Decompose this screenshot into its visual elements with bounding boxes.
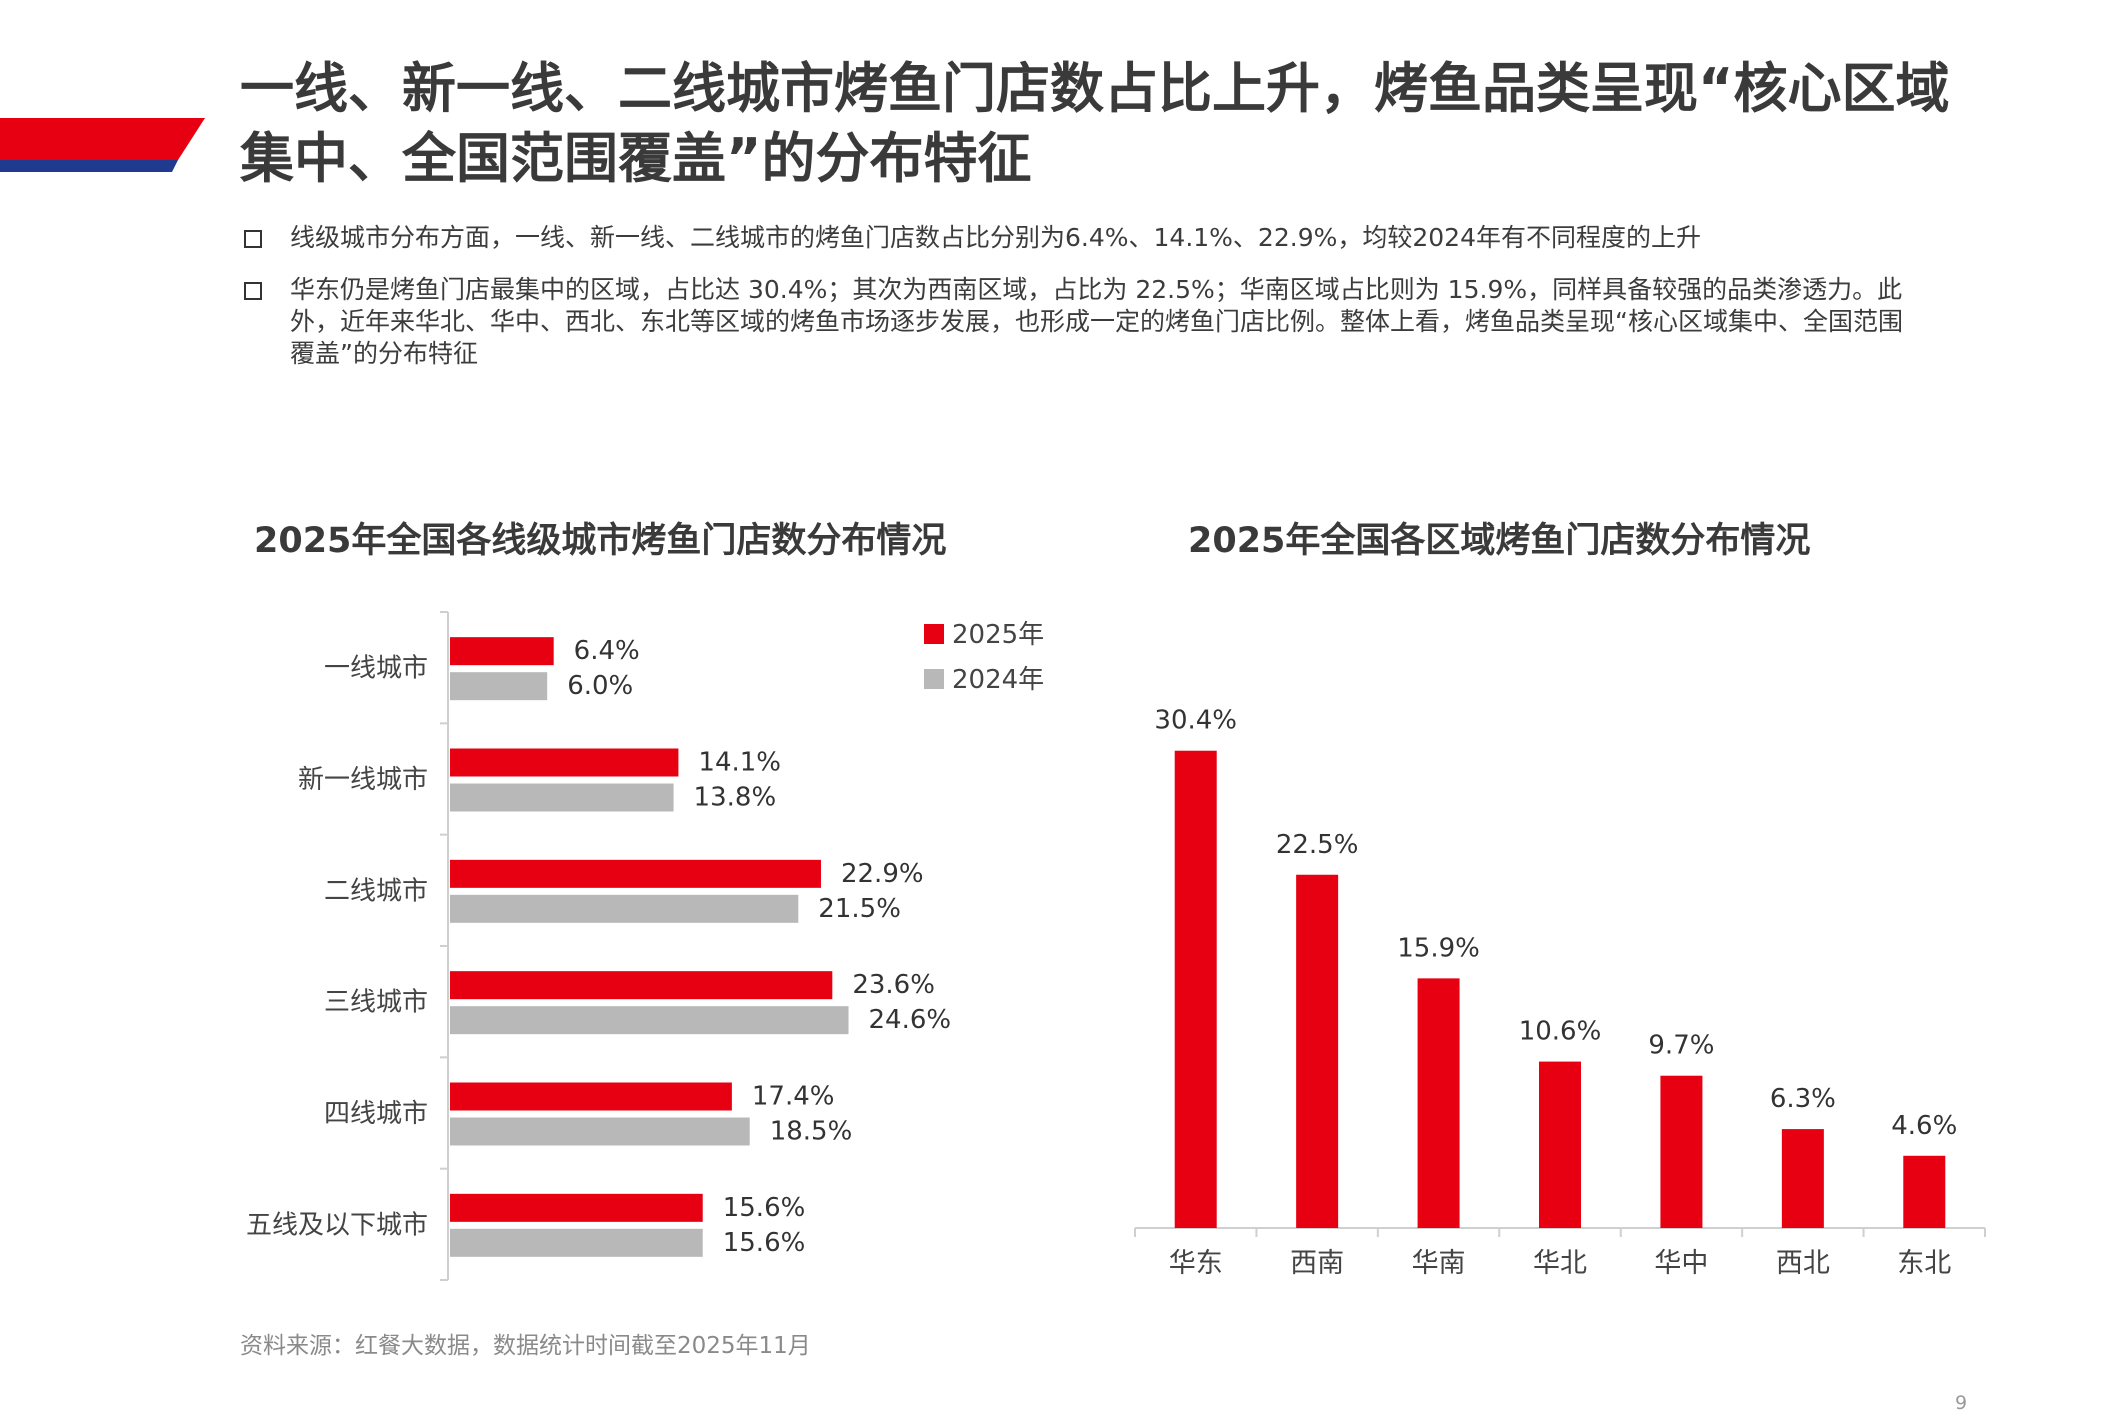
- bar-2025: [450, 1082, 732, 1111]
- region-bar-chart: 30.4% 华东 22.5% 西南 15.9% 华南 10.6% 华北 9.7% 华中 6.3% 西北…: [1134, 706, 1986, 1279]
- page-title: 一线、新一线、二线城市烤鱼门店数占比上升，烤鱼品类呈现“核心区域集中、全国范围覆…: [240, 57, 1950, 190]
- region-bar: [1660, 1075, 1703, 1228]
- legend-label: 2024年: [952, 665, 1044, 695]
- bar-value-label: 21.5%: [818, 894, 901, 924]
- bullet-list: 线级城市分布方面，一线、新一线、二线城市的烤鱼门店数占比分别为6.4%、14.1…: [244, 222, 1924, 390]
- bullet-item: 华东仍是烤鱼门店最集中的区域，占比达 30.4%；其次为西南区域，占比为 22.…: [244, 274, 1924, 370]
- bar-2025: [450, 859, 821, 888]
- region-bar: [1781, 1129, 1824, 1228]
- bar-2025: [450, 748, 679, 777]
- bar-value-label: 6.3%: [1770, 1084, 1836, 1114]
- bar-value-label: 10.6%: [1519, 1017, 1602, 1047]
- header-accent-stripe: [0, 118, 205, 172]
- bar-2024: [450, 1006, 849, 1035]
- bar-2024: [450, 783, 674, 812]
- category-label: 华中: [1654, 1248, 1708, 1279]
- bar-value-label: 14.1%: [698, 748, 781, 778]
- category-label: 二线城市: [324, 876, 428, 906]
- region-bar: [1417, 978, 1460, 1228]
- bar-value-label: 18.5%: [770, 1117, 853, 1147]
- bar-value-label: 17.4%: [752, 1082, 835, 1112]
- bar-value-label: 24.6%: [869, 1005, 952, 1035]
- category-label: 西南: [1290, 1248, 1344, 1279]
- category-label: 华东: [1169, 1248, 1223, 1279]
- bar-value-label: 22.5%: [1276, 830, 1359, 860]
- category-label: 华北: [1533, 1248, 1587, 1279]
- bar-value-label: 6.4%: [574, 636, 640, 666]
- bullet-text: 华东仍是烤鱼门店最集中的区域，占比达 30.4%；其次为西南区域，占比为 22.…: [290, 275, 1903, 368]
- bar-value-label: 15.6%: [723, 1193, 806, 1223]
- category-label: 西北: [1776, 1248, 1830, 1279]
- bar-value-label: 13.8%: [694, 783, 777, 813]
- category-label: 五线及以下城市: [246, 1210, 428, 1240]
- source-note: 资料来源：红餐大数据，数据统计时间截至2025年11月: [240, 1333, 811, 1359]
- bar-2025: [450, 637, 554, 666]
- bar-value-label: 30.4%: [1154, 706, 1237, 736]
- category-label: 东北: [1897, 1248, 1951, 1279]
- bar-value-label: 4.6%: [1891, 1111, 1957, 1141]
- region-bar: [1903, 1155, 1946, 1228]
- region-chart-title: 2025年全国各区域烤鱼门店数分布情况: [1188, 521, 1811, 561]
- category-label: 华南: [1412, 1248, 1466, 1279]
- bar-2024: [450, 1228, 703, 1257]
- region-bar: [1174, 750, 1217, 1228]
- bar-value-label: 15.9%: [1397, 933, 1480, 963]
- bullet-item: 线级城市分布方面，一线、新一线、二线城市的烤鱼门店数占比分别为6.4%、14.1…: [244, 222, 1924, 254]
- category-label: 一线城市: [324, 654, 428, 684]
- legend-swatch-2024: [924, 669, 944, 689]
- category-label: 四线城市: [324, 1099, 428, 1129]
- page-number: 9: [1955, 1392, 1968, 1414]
- legend-label: 2025年: [952, 620, 1044, 650]
- square-bullet-icon: [244, 230, 262, 248]
- region-bar: [1296, 874, 1339, 1228]
- bar-2025: [450, 971, 833, 1000]
- category-label: 新一线城市: [298, 765, 428, 795]
- city-tier-chart-title: 2025年全国各线级城市烤鱼门店数分布情况: [254, 521, 947, 561]
- bullet-text: 线级城市分布方面，一线、新一线、二线城市的烤鱼门店数占比分别为6.4%、14.1…: [290, 223, 1701, 252]
- bar-2024: [450, 894, 799, 923]
- bar-value-label: 23.6%: [852, 970, 935, 1000]
- bar-2025: [450, 1193, 703, 1222]
- city-tier-bar-chart: 一线城市 6.4% 6.0% 新一线城市 14.1% 13.8% 二线城市 22.9% 21.5…: [246, 611, 1044, 1281]
- legend-swatch-2025: [924, 624, 944, 644]
- bar-value-label: 6.0%: [567, 671, 633, 701]
- square-bullet-icon: [244, 282, 262, 300]
- category-label: 三线城市: [324, 988, 428, 1018]
- region-bar: [1539, 1061, 1581, 1228]
- bar-2024: [450, 1117, 750, 1146]
- bar-value-label: 9.7%: [1648, 1031, 1714, 1061]
- bar-2024: [450, 672, 548, 701]
- bar-value-label: 22.9%: [841, 859, 924, 889]
- bar-value-label: 15.6%: [723, 1228, 806, 1258]
